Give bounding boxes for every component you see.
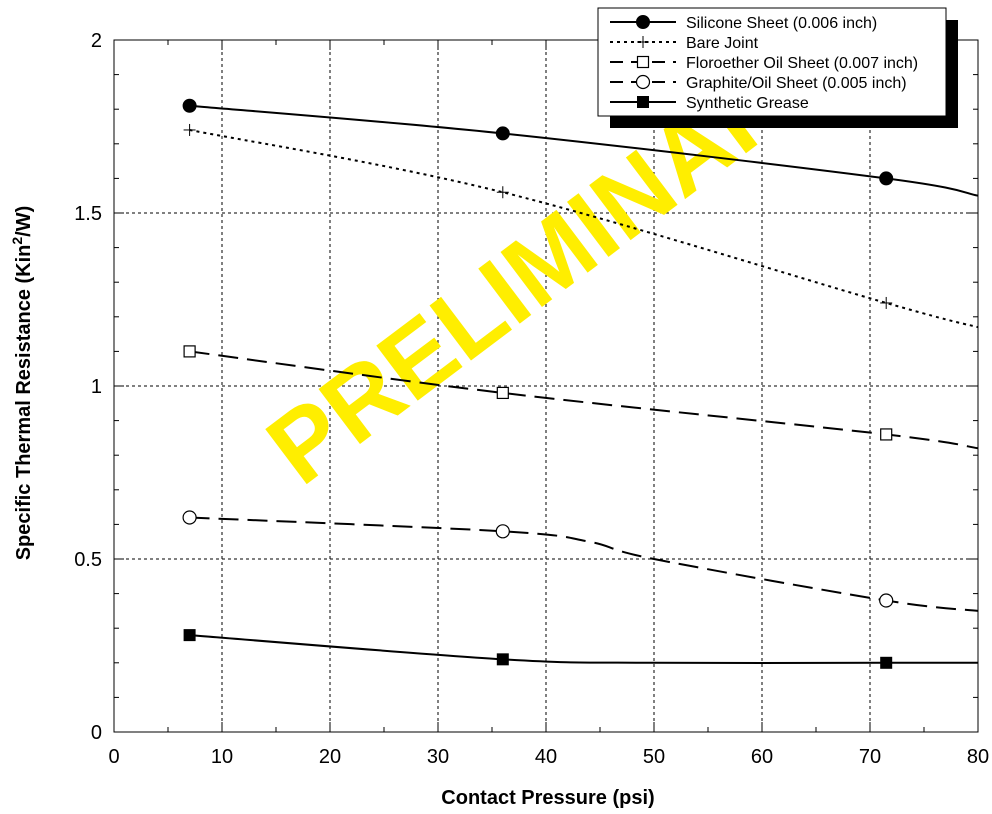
- series-line: [189, 104, 979, 197]
- data-point: [879, 171, 894, 186]
- data-point: [880, 296, 893, 309]
- data-point: [496, 186, 509, 199]
- data-point: [495, 524, 510, 539]
- legend-marker: [636, 55, 650, 69]
- legend-label: Graphite/Oil Sheet (0.005 inch): [686, 75, 907, 92]
- data-point: [496, 653, 509, 666]
- data-point: [879, 593, 894, 608]
- series-5: [183, 629, 978, 669]
- axes: 0 10 20 30 40 50 60 70 80 0 0.5 1 1.5 2: [74, 30, 989, 768]
- legend-item: Silicone Sheet (0.006 inch): [610, 15, 877, 32]
- y-axis-title-end: /W): [13, 206, 35, 237]
- x-tick-label: 20: [319, 746, 341, 768]
- data-point: [182, 98, 197, 113]
- data-point: [496, 386, 509, 400]
- data-point: [182, 510, 197, 525]
- data-point: [880, 428, 893, 441]
- series-line: [189, 350, 979, 450]
- legend-item: Synthetic Grease: [610, 95, 809, 112]
- legend-marker: [637, 36, 649, 48]
- legend-label: Synthetic Grease: [686, 95, 809, 112]
- x-tick-label: 40: [535, 746, 557, 768]
- legend-marker: [636, 15, 650, 29]
- x-tick-label: 70: [859, 746, 881, 768]
- y-tick-label: 0.5: [74, 549, 102, 571]
- x-tick-label: 0: [108, 746, 119, 768]
- legend: Silicone Sheet (0.006 inch) Bare Joint Flo…: [597, 7, 958, 128]
- series-1: [182, 98, 979, 197]
- x-tick-label: 10: [211, 746, 233, 768]
- series-4: [182, 510, 979, 612]
- data-point: [880, 656, 893, 669]
- x-tick-label: 80: [967, 746, 989, 768]
- data-point: [183, 123, 196, 136]
- y-tick-label: 2: [91, 30, 102, 52]
- y-tick-label: 1.5: [74, 203, 102, 225]
- series-2: [183, 123, 979, 329]
- legend-item: Bare Joint: [610, 35, 759, 52]
- data-point: [183, 345, 196, 358]
- series-3: [183, 345, 979, 450]
- data-point: [495, 126, 510, 141]
- x-axis-title: Contact Pressure (psi): [441, 787, 654, 809]
- x-tick-label: 60: [751, 746, 773, 768]
- y-axis-title-main: Specific Thermal Resistance (Kin: [13, 245, 35, 561]
- legend-label: Bare Joint: [686, 35, 759, 52]
- legend-item: Graphite/Oil Sheet (0.005 inch): [610, 74, 907, 92]
- y-tick-label: 1: [91, 376, 102, 398]
- legend-label: Floroether Oil Sheet (0.007 inch): [686, 55, 918, 72]
- y-axis-title: Specific Thermal Resistance (Kin2/W): [9, 206, 35, 561]
- x-tick-label: 50: [643, 746, 665, 768]
- legend-item: Floroether Oil Sheet (0.007 inch): [610, 55, 918, 72]
- y-tick-label: 0: [91, 722, 102, 744]
- grid-lines: [114, 40, 978, 732]
- legend-label: Silicone Sheet (0.006 inch): [686, 15, 877, 32]
- series: [182, 98, 979, 669]
- data-point: [183, 629, 196, 642]
- x-tick-label: 30: [427, 746, 449, 768]
- legend-marker: [637, 96, 649, 108]
- legend-marker: [635, 74, 651, 90]
- y-axis-title-superscript: 2: [9, 237, 25, 245]
- series-line: [189, 128, 979, 329]
